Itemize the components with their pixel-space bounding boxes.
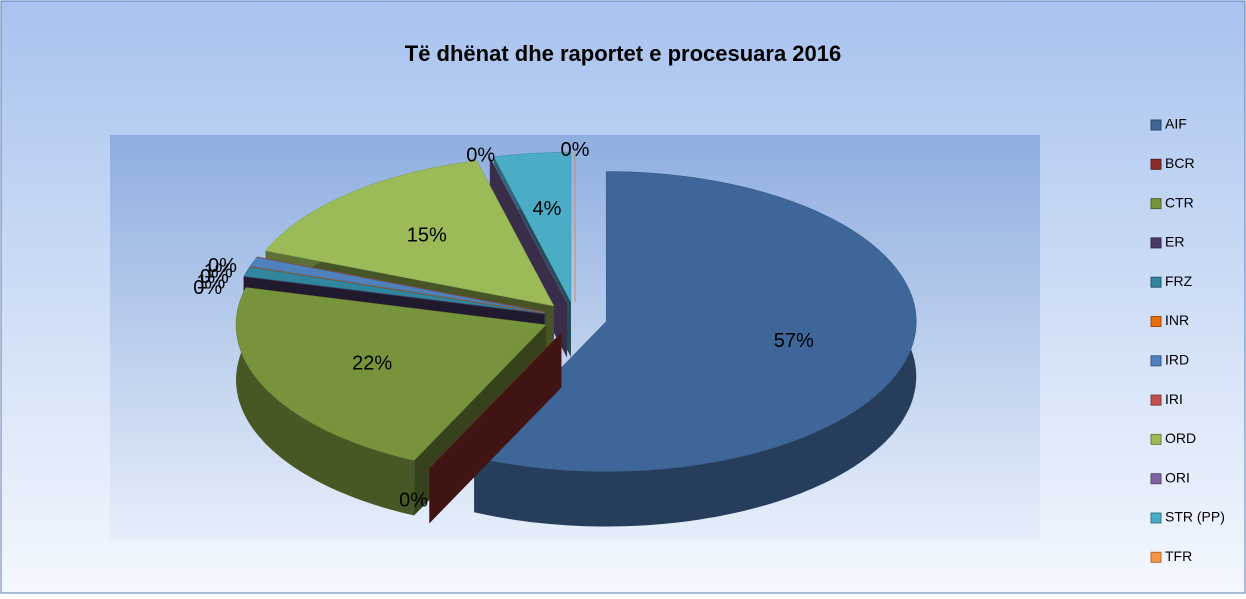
data-label: 0% [466, 145, 495, 167]
legend-swatch [1151, 317, 1161, 327]
data-label: 57% [774, 330, 814, 352]
legend-swatch [1151, 434, 1161, 444]
legend-swatch [1151, 238, 1161, 248]
legend-label: TFR [1165, 548, 1192, 564]
data-label: 4% [532, 198, 561, 220]
data-label: 0% [399, 489, 428, 511]
legend-label: STR (PP) [1165, 509, 1225, 525]
legend-label: CTR [1165, 194, 1194, 210]
legend-label: ORI [1165, 469, 1190, 485]
legend-swatch [1151, 159, 1161, 169]
data-label: 0% [208, 255, 237, 277]
data-label: 22% [352, 353, 392, 375]
legend-label: IRD [1165, 352, 1189, 368]
legend-label: BCR [1165, 155, 1195, 171]
legend-swatch [1151, 356, 1161, 366]
legend-label: INR [1165, 312, 1189, 328]
data-label: 0% [561, 139, 590, 161]
legend-swatch [1151, 395, 1161, 405]
legend-swatch [1151, 552, 1161, 562]
legend-label: AIF [1165, 116, 1187, 132]
legend-label: ORD [1165, 430, 1196, 446]
legend-label: ER [1165, 234, 1184, 250]
legend-swatch [1151, 199, 1161, 209]
legend-swatch [1151, 277, 1161, 287]
legend-swatch [1151, 120, 1161, 130]
legend-swatch [1151, 513, 1161, 523]
data-label: 15% [407, 225, 447, 247]
chart-title: Të dhënat dhe raportet e procesuara 2016 [405, 41, 842, 66]
legend-label: IRI [1165, 391, 1183, 407]
legend-swatch [1151, 474, 1161, 484]
legend-label: FRZ [1165, 273, 1193, 289]
